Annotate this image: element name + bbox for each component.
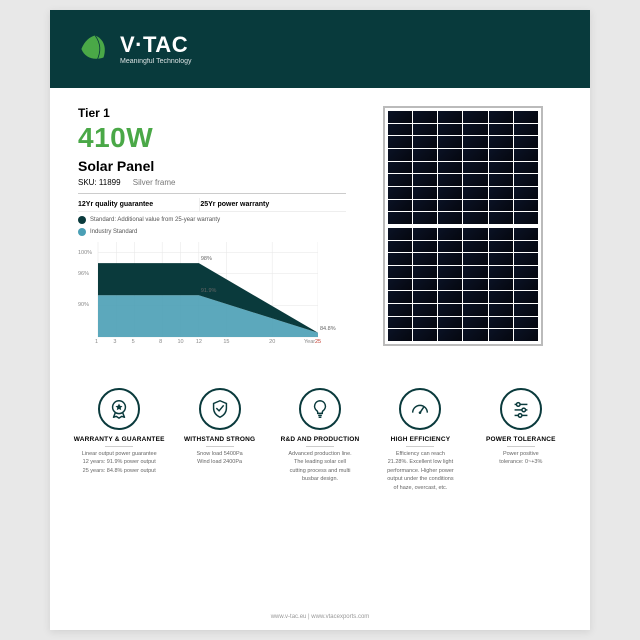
feature-divider <box>406 446 434 447</box>
feature-3: HIGH EFFICIENCY Efficiency can reach21.2… <box>373 388 467 492</box>
feature-divider <box>105 446 133 447</box>
sku-row: SKU: 11899 Silver frame <box>78 178 346 187</box>
warranty-row: 12Yr quality guarantee 25Yr power warran… <box>78 198 346 212</box>
bulb-icon <box>299 388 341 430</box>
feature-0: WARRANTY & GUARANTEE Linear output power… <box>72 388 166 492</box>
feature-divider <box>306 446 334 447</box>
x-tick: 5 <box>132 339 135 345</box>
warranty-quality: 12Yr quality guarantee <box>78 198 199 211</box>
feature-title: HIGH EFFICIENCY <box>373 436 467 443</box>
data-label: 91.9% <box>201 288 217 294</box>
legend-swatch-0 <box>78 216 86 224</box>
divider <box>78 193 346 194</box>
logo-text: V·TAC Meaningful Technology <box>120 34 191 65</box>
logo-leaf-icon <box>78 32 112 66</box>
x-tick: 25 <box>315 339 321 345</box>
feature-title: WITHSTAND STRONG <box>172 436 266 443</box>
legend-swatch-1 <box>78 228 86 236</box>
feature-desc: Advanced production line.The leading sol… <box>273 451 367 484</box>
feature-title: R&D AND PRODUCTION <box>273 436 367 443</box>
legend-label-0: Standard: Additional value from 25-year … <box>90 217 220 223</box>
data-label: 98% <box>201 256 212 262</box>
feature-desc: Efficiency can reach21.28%. Excellent lo… <box>373 451 467 492</box>
image-column <box>364 106 562 368</box>
tier-label: Tier 1 <box>78 106 346 120</box>
y-tick: 90% <box>78 302 89 308</box>
frame-note: Silver frame <box>133 178 176 187</box>
product-name: Solar Panel <box>78 158 346 174</box>
warranty-power: 25Yr power warranty <box>199 198 346 211</box>
badge-star-icon <box>98 388 140 430</box>
footer: www.v-tac.eu | www.vtacexports.com <box>50 614 590 620</box>
y-tick: 100% <box>78 250 92 256</box>
legend-label-1: Industry Standard <box>90 229 137 235</box>
x-tick: 8 <box>159 339 162 345</box>
feature-desc: Linear output power guarantee12 years: 9… <box>72 451 166 475</box>
feature-desc: Power positivetolerance: 0~+3% <box>474 451 568 467</box>
shield-icon <box>199 388 241 430</box>
chart-legend: Standard: Additional value from 25-year … <box>78 216 346 236</box>
feature-title: WARRANTY & GUARANTEE <box>72 436 166 443</box>
feature-desc: Snow load 5400PaWind load 2400Pa <box>172 451 266 467</box>
sku-label: SKU: 11899 <box>78 178 121 187</box>
x-tick: 15 <box>223 339 229 345</box>
feature-4: POWER TOLERANCE Power positivetolerance:… <box>474 388 568 492</box>
x-axis-label: Year <box>304 339 315 345</box>
degradation-chart: 90%96%100%13581012152025Year98%91.9%84.8… <box>78 242 318 352</box>
x-tick: 12 <box>196 339 202 345</box>
feature-1: WITHSTAND STRONG Snow load 5400PaWind lo… <box>172 388 266 492</box>
data-label: 84.8% <box>320 326 336 332</box>
info-column: Tier 1 410W Solar Panel SKU: 11899 Silve… <box>78 106 364 368</box>
brand-name: V·TAC <box>120 34 191 56</box>
footer-url-left: www.v-tac.eu <box>271 614 307 620</box>
wattage: 410W <box>78 122 346 154</box>
sliders-icon <box>500 388 542 430</box>
main: Tier 1 410W Solar Panel SKU: 11899 Silve… <box>50 88 590 368</box>
x-tick: 3 <box>113 339 116 345</box>
datasheet: V·TAC Meaningful Technology Tier 1 410W … <box>50 10 590 630</box>
x-tick: 10 <box>178 339 184 345</box>
header: V·TAC Meaningful Technology <box>50 10 590 88</box>
feature-row: WARRANTY & GUARANTEE Linear output power… <box>50 368 590 492</box>
y-tick: 96% <box>78 271 89 277</box>
gauge-icon <box>399 388 441 430</box>
x-tick: 1 <box>95 339 98 345</box>
feature-divider <box>206 446 234 447</box>
x-tick: 20 <box>269 339 275 345</box>
feature-title: POWER TOLERANCE <box>474 436 568 443</box>
brand-tagline: Meaningful Technology <box>120 58 191 65</box>
feature-divider <box>507 446 535 447</box>
solar-panel-image <box>383 106 543 346</box>
footer-url-right: www.vtacexports.com <box>311 614 369 620</box>
feature-2: R&D AND PRODUCTION Advanced production l… <box>273 388 367 492</box>
